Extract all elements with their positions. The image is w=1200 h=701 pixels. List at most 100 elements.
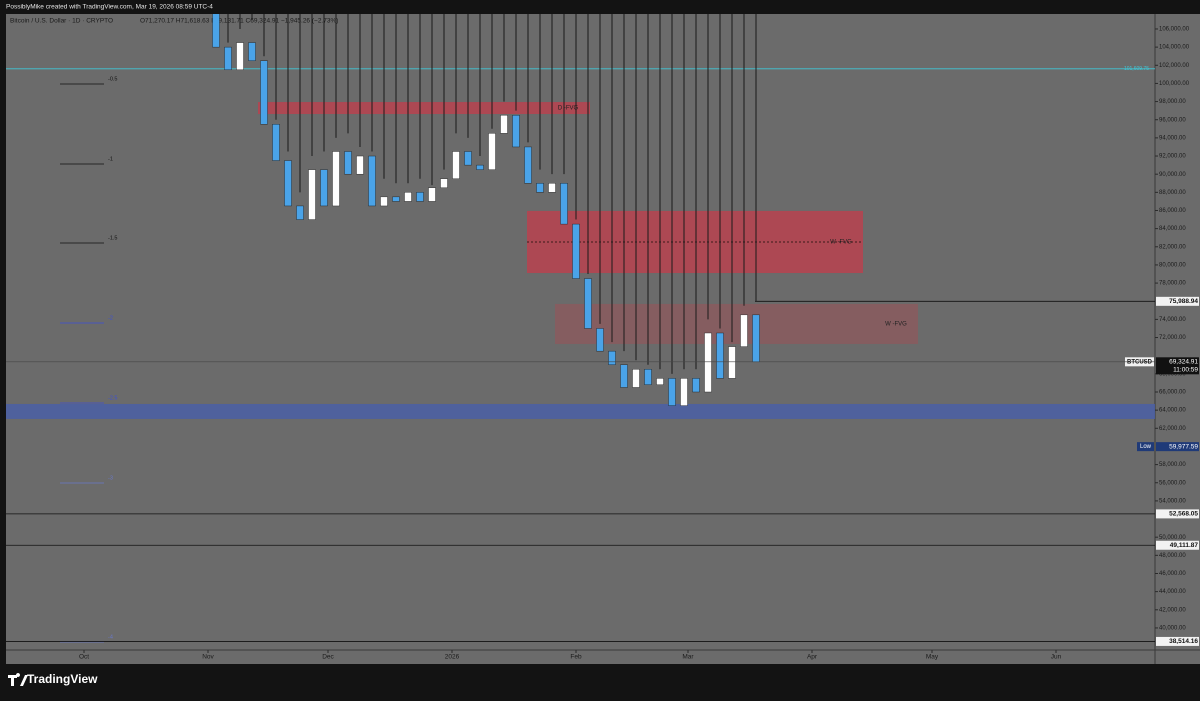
x-tick-label: Mar xyxy=(682,654,694,661)
y-tick-label: 84,000.00 xyxy=(1159,226,1186,232)
candle-body xyxy=(560,183,568,225)
x-tick-label: Jun xyxy=(1051,654,1062,661)
y-tick-label: 54,000.00 xyxy=(1159,498,1186,504)
x-tick-label: Feb xyxy=(570,654,582,661)
fvg-zone xyxy=(555,303,918,344)
x-tick-label: May xyxy=(926,654,939,661)
candle-body xyxy=(740,314,748,347)
fvg-label: W -FVG xyxy=(885,322,907,328)
price-level-box xyxy=(1156,540,1199,550)
x-tick-label: Dec xyxy=(322,654,334,661)
y-tick-label: 88,000.00 xyxy=(1159,190,1186,196)
support-band xyxy=(6,403,1155,419)
candle-body xyxy=(500,114,508,134)
y-tick-label: 98,000.00 xyxy=(1159,99,1186,105)
price-level-label: 52,568.05 xyxy=(1169,511,1198,518)
candle-body xyxy=(704,332,712,393)
y-tick-label: 96,000.00 xyxy=(1159,117,1186,123)
candle-body xyxy=(692,378,700,393)
candle-body xyxy=(344,151,352,175)
candle-body xyxy=(752,314,760,363)
candle-body xyxy=(596,328,604,352)
y-tick-label: 82,000.00 xyxy=(1159,244,1186,250)
fvg-label: W -FVG xyxy=(830,240,852,246)
candle-body xyxy=(524,146,532,184)
fvg-label: D -FVG xyxy=(558,106,579,112)
y-tick-label: 58,000.00 xyxy=(1159,462,1186,468)
candle-body xyxy=(296,205,304,220)
candle-body xyxy=(632,369,640,388)
y-tick-label: 104,000.00 xyxy=(1159,45,1190,51)
price-level-box xyxy=(1156,509,1199,519)
candle-body xyxy=(380,196,388,207)
y-tick-label: 46,000.00 xyxy=(1159,571,1186,577)
last-price-box xyxy=(1156,357,1199,375)
candle-body xyxy=(512,114,520,148)
x-tick-label: Oct xyxy=(79,654,89,661)
fvg-zone xyxy=(258,102,590,115)
y-tick-label: 72,000.00 xyxy=(1159,335,1186,341)
candle-body xyxy=(452,151,460,179)
y-tick-label: 42,000.00 xyxy=(1159,607,1186,613)
candle-body xyxy=(608,350,616,365)
candle-body xyxy=(368,155,376,207)
y-tick-label: 66,000.00 xyxy=(1159,390,1186,396)
y-tick-label: 48,000.00 xyxy=(1159,553,1186,559)
candle-body xyxy=(392,196,400,202)
candle-body xyxy=(620,364,628,388)
fib-label: -1 xyxy=(108,156,113,162)
y-tick-label: 40,000.00 xyxy=(1159,626,1186,632)
candle-body xyxy=(356,155,364,175)
ohlc-readout: O71,270.17 H71,618.63 L69,131.71 C69,324… xyxy=(140,18,338,25)
low-name-box xyxy=(1137,442,1154,452)
y-tick-label: 92,000.00 xyxy=(1159,154,1186,160)
symbol-label: BTCUSD xyxy=(1127,359,1153,365)
candle-body xyxy=(668,378,676,406)
y-tick-label: 90,000.00 xyxy=(1159,172,1186,178)
candle-body xyxy=(416,192,424,202)
price-level-box xyxy=(1156,636,1199,646)
candle-body xyxy=(488,133,496,170)
candle-body xyxy=(536,183,544,193)
fib-label: -1.5 xyxy=(108,235,117,241)
x-tick-label: 2026 xyxy=(445,654,460,661)
price-level-box xyxy=(1156,296,1199,306)
candle-body xyxy=(236,42,244,71)
y-tick-label: 74,000.00 xyxy=(1159,317,1186,323)
low-label: 59,977.59 xyxy=(1169,443,1198,450)
y-tick-label: 44,000.00 xyxy=(1159,589,1186,595)
candle-body xyxy=(332,151,340,207)
candle-body xyxy=(284,160,292,207)
candle-body xyxy=(272,124,280,161)
candle-body xyxy=(548,183,556,193)
candle-body xyxy=(260,60,268,125)
y-tick-label: 78,000.00 xyxy=(1159,281,1186,287)
candle-body xyxy=(464,151,472,166)
y-tick-label: 100,000.00 xyxy=(1159,81,1190,87)
candle-body xyxy=(224,46,232,71)
y-tick-label: 94,000.00 xyxy=(1159,135,1186,141)
price-level-label: 75,988.94 xyxy=(1169,298,1198,305)
candle-body xyxy=(320,169,328,207)
candle-body xyxy=(248,42,256,61)
countdown: 11:00:59 xyxy=(1173,367,1198,374)
last-price-label: 69,324.91 xyxy=(1169,359,1198,366)
candle-body xyxy=(656,378,664,385)
y-tick-label: 64,000.00 xyxy=(1159,408,1186,414)
candle-body xyxy=(680,378,688,406)
y-tick-label: 80,000.00 xyxy=(1159,263,1186,269)
brand-logo xyxy=(8,673,28,686)
fib-label: -2 xyxy=(108,315,113,321)
candle-body xyxy=(728,346,736,379)
fib-label: -4 xyxy=(108,634,113,640)
candle-body xyxy=(476,164,484,170)
low-box xyxy=(1156,442,1199,452)
brand: TradingView xyxy=(27,672,98,686)
header: PossiblyMike created with TradingView.co… xyxy=(6,4,213,11)
candle-body xyxy=(212,14,220,48)
y-tick-label: 62,000.00 xyxy=(1159,426,1186,432)
fib-label: -2.5 xyxy=(108,395,117,401)
price-level-label: 49,111.87 xyxy=(1170,542,1199,549)
chart-title: Bitcoin / U.S. Dollar · 1D · CRYPTO xyxy=(10,18,113,25)
time-axis xyxy=(6,650,1200,664)
